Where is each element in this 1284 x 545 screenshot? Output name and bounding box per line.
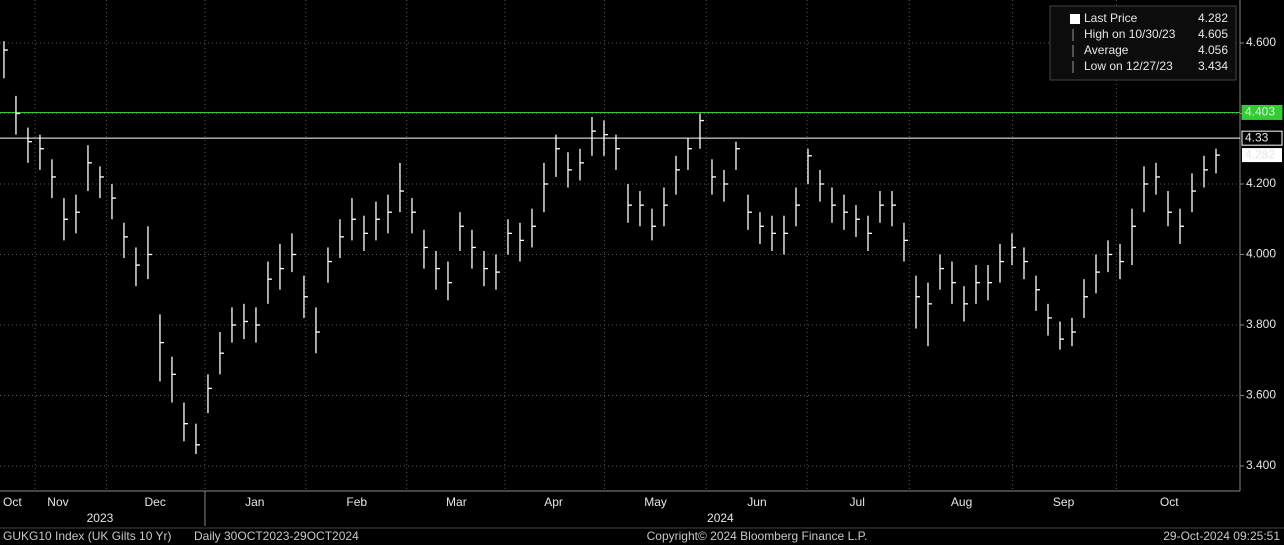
- x-tick-label: May: [644, 495, 667, 509]
- y-tick-label: 3.400: [1246, 458, 1276, 472]
- legend-label: Average: [1084, 43, 1129, 57]
- footer-copyright: Copyright© 2024 Bloomberg Finance L.P.: [647, 529, 868, 543]
- footer-timestamp: 29-Oct-2024 09:25:51: [1163, 529, 1280, 543]
- x-tick-label: Jan: [245, 495, 264, 509]
- x-tick-label: Nov: [47, 495, 68, 509]
- x-tick-label: Aug: [951, 495, 972, 509]
- x-tick-label: Oct: [1160, 495, 1179, 509]
- x-tick-label: Apr: [544, 495, 563, 509]
- legend-label: High on 10/30/23: [1084, 27, 1176, 41]
- last-price-tag-label: 4.282: [1245, 147, 1275, 161]
- legend-value: 4.282: [1198, 11, 1228, 25]
- reference-tag-label: 4.33: [1245, 130, 1269, 144]
- legend-label: Low on 12/27/23: [1084, 59, 1173, 73]
- y-tick-label: 4.200: [1246, 176, 1276, 190]
- x-tick-label: Oct: [3, 495, 22, 509]
- footer-range: Daily 30OCT2023-29OCT2024: [194, 529, 359, 543]
- year-label: 2024: [707, 511, 734, 525]
- footer-title: GUKG10 Index (UK Gilts 10 Yr): [3, 529, 172, 543]
- legend-value: 4.605: [1198, 27, 1228, 41]
- x-tick-label: Sep: [1053, 495, 1075, 509]
- legend-value: 4.056: [1198, 43, 1228, 57]
- reference-tag: [1241, 104, 1283, 120]
- x-tick-label: Mar: [446, 495, 467, 509]
- year-label: 2023: [87, 511, 114, 525]
- x-tick-label: Dec: [144, 495, 165, 509]
- x-tick-label: Feb: [346, 495, 367, 509]
- reference-tag: [1241, 130, 1283, 146]
- y-tick-label: 4.000: [1246, 247, 1276, 261]
- legend-box: [1049, 5, 1237, 81]
- legend-icon: [1070, 14, 1080, 24]
- x-tick-label: Jul: [850, 495, 865, 509]
- y-tick-label: 3.600: [1246, 388, 1276, 402]
- y-tick-label: 3.800: [1246, 317, 1276, 331]
- y-tick-label: 4.600: [1246, 35, 1276, 49]
- legend-label: Last Price: [1084, 11, 1138, 25]
- last-price-tag: [1242, 148, 1282, 163]
- legend-value: 3.434: [1198, 59, 1228, 73]
- reference-tag-label: 4.403: [1245, 105, 1275, 119]
- x-tick-label: Jun: [747, 495, 766, 509]
